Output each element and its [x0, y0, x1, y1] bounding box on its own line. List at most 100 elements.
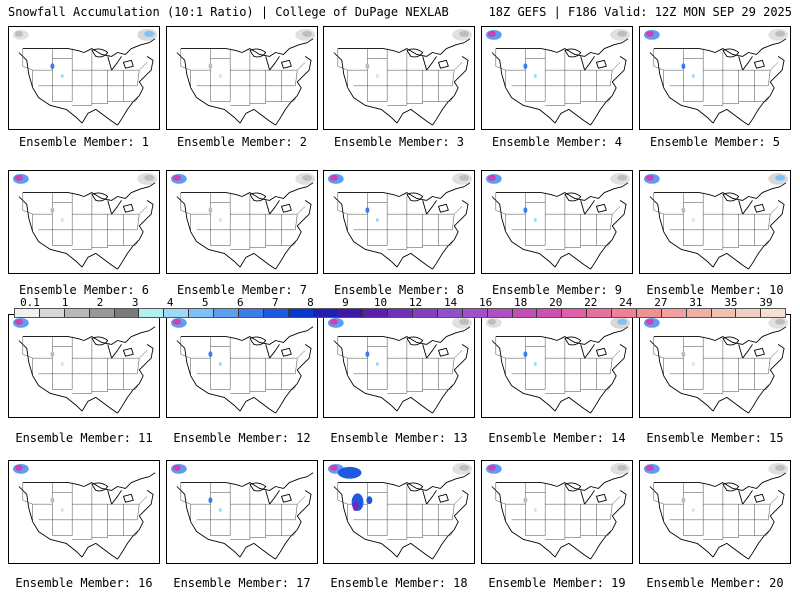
snow-shading-northwest	[12, 173, 29, 184]
member-map-panel	[323, 314, 475, 418]
us-snowfall-map	[643, 28, 789, 126]
snow-shading-rockies	[681, 207, 695, 222]
colorbar-cell	[338, 309, 364, 317]
snow-shading-rockies	[681, 351, 695, 366]
snow-shading-northwest	[485, 173, 502, 184]
member-map-panel	[639, 170, 791, 274]
member-map-panel	[8, 314, 160, 418]
snow-shading-rockies	[681, 497, 695, 512]
us-snowfall-map	[643, 172, 789, 270]
member-map-panel	[481, 460, 633, 564]
member-caption: Ensemble Member: 10	[646, 283, 784, 297]
member-caption: Ensemble Member: 5	[649, 135, 781, 149]
colorbar-cell	[238, 309, 264, 317]
colorbar-tick-label: 1	[61, 296, 69, 309]
us-snowfall-map	[485, 316, 631, 414]
colorbar-cell	[711, 309, 737, 317]
colorbar-cell	[64, 309, 90, 317]
member-caption: Ensemble Member: 2	[176, 135, 308, 149]
snow-shading-northeast	[610, 316, 631, 329]
member-map-panel	[166, 170, 318, 274]
colorbar-cell	[636, 309, 662, 317]
snow-shading-rockies	[50, 351, 64, 366]
colorbar-cell	[189, 309, 214, 317]
colorbar-tick-label: 3	[131, 296, 139, 309]
us-snowfall-map	[170, 463, 314, 560]
us-snowfall-map	[485, 172, 631, 270]
snow-shading-rockies	[523, 207, 537, 222]
colorbar-tick-label: 7	[272, 296, 279, 309]
member-caption: Ensemble Member: 12	[173, 431, 311, 445]
snow-shading-northwest	[643, 29, 660, 40]
colorbar-tick-label: 27	[654, 296, 668, 309]
colorbar-cell	[15, 309, 40, 317]
snow-shading-northeast	[452, 172, 473, 185]
us-snowfall-map	[12, 172, 158, 270]
colorbar-cell	[736, 309, 762, 317]
colorbar-tick-label: 35	[724, 296, 738, 309]
colorbar-tick-label: 20	[549, 296, 563, 309]
colorbar-tick-label: 18	[514, 296, 528, 309]
member-caption: Ensemble Member: 7	[176, 283, 308, 297]
snow-shading-northeast	[295, 172, 316, 185]
snow-shading-northeast	[768, 316, 789, 329]
us-snowfall-map	[643, 462, 789, 560]
colorbar-cell	[537, 309, 563, 317]
us-snowfall-map	[485, 28, 631, 126]
colorbar-cell	[139, 309, 165, 317]
member-map-panel	[8, 26, 160, 130]
member-caption: Ensemble Member: 17	[173, 576, 311, 590]
us-snowfall-map	[327, 462, 473, 560]
colorbar-cell	[288, 309, 314, 317]
member-caption: Ensemble Member: 16	[15, 576, 153, 590]
member-map-panel	[323, 460, 475, 564]
colorbar-cell	[214, 309, 239, 317]
snow-shading-rockies	[365, 63, 379, 78]
us-snowfall-map	[12, 317, 156, 414]
us-snowfall-map	[12, 28, 158, 126]
colorbar-tick-label: 5	[201, 296, 209, 309]
snow-shading-northeast	[452, 462, 473, 475]
snow-shading-northeast	[295, 28, 316, 41]
colorbar-cell	[413, 309, 438, 317]
member-map-panel	[166, 314, 318, 418]
snow-shading-northwest	[170, 463, 187, 474]
snow-shading-rockies	[208, 63, 222, 78]
colorbar-cell	[587, 309, 612, 317]
snow-shading-rockies-heavy	[337, 466, 373, 512]
member-map-panel	[8, 170, 160, 274]
colorbar-cell	[462, 309, 488, 317]
member-map-panel	[323, 170, 475, 274]
product-title: Snowfall Accumulation (10:1 Ratio) | Col…	[8, 5, 449, 19]
colorbar-tick-label: 0.1	[20, 296, 40, 309]
member-caption: Ensemble Member: 6	[18, 283, 150, 297]
snow-shading-northeast	[768, 28, 789, 41]
member-map-panel	[481, 26, 633, 130]
snow-shading-rockies	[523, 63, 537, 78]
snow-shading-northwest	[643, 463, 660, 474]
us-snowfall-map	[12, 463, 156, 560]
member-map-panel	[8, 460, 160, 564]
us-snowfall-map	[170, 172, 316, 270]
colorbar-tick-label: 9	[342, 296, 349, 309]
member-caption: Ensemble Member: 15	[646, 431, 784, 445]
member-caption: Ensemble Member: 11	[15, 431, 153, 445]
colorbar-cell	[89, 309, 115, 317]
snow-shading-rockies	[208, 351, 222, 366]
member-caption: Ensemble Member: 4	[491, 135, 623, 149]
colorbar-cell	[313, 309, 339, 317]
colorbar-tick-label: 8	[307, 296, 314, 309]
header: Snowfall Accumulation (10:1 Ratio) | Col…	[8, 5, 792, 21]
snow-shading-rockies	[208, 497, 222, 512]
us-snowfall-map	[327, 316, 473, 414]
snow-shading-rockies	[365, 207, 379, 222]
colorbar-tick-label: 24	[619, 296, 633, 309]
member-map-panel	[481, 170, 633, 274]
colorbar-cell	[661, 309, 687, 317]
member-map-panel	[639, 314, 791, 418]
snow-shading-northeast	[452, 28, 473, 41]
colorbar-tick-label: 12	[408, 296, 423, 309]
colorbar-tick-label: 6	[236, 296, 244, 309]
member-map-panel	[166, 460, 318, 564]
snow-shading-rockies	[523, 351, 537, 366]
